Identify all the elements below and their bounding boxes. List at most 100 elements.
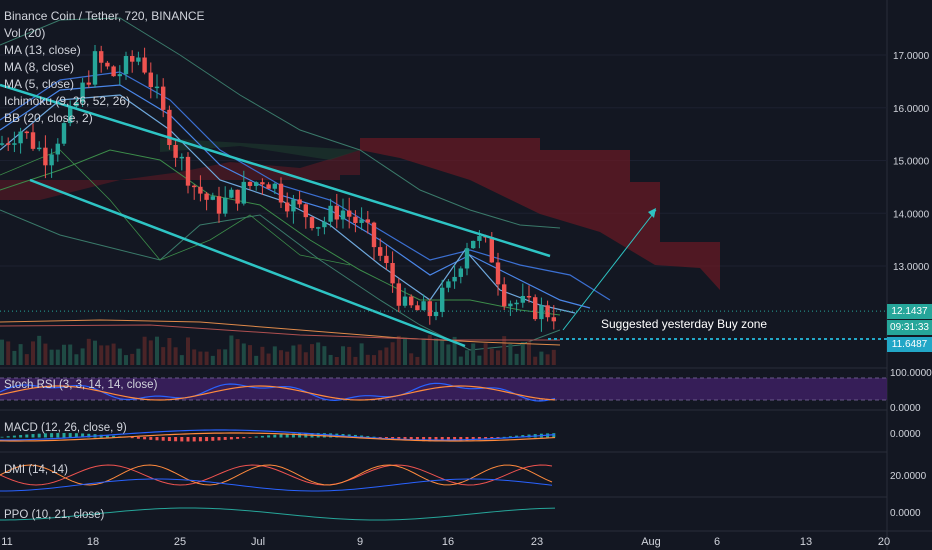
- volume-bar: [124, 355, 128, 365]
- volume-bar: [167, 337, 172, 365]
- macd-histogram-bar: [81, 433, 85, 438]
- macd-signal-line: [0, 432, 556, 442]
- candle-body: [514, 302, 519, 305]
- time-axis-label: 9: [357, 536, 363, 548]
- volume-bar: [55, 349, 60, 365]
- volume-bar: [0, 339, 4, 365]
- indicator-volume[interactable]: Vol (20): [4, 26, 46, 40]
- volume-bar: [415, 356, 420, 365]
- ppo-label[interactable]: PPO (10, 21, close): [4, 509, 105, 521]
- time-axis-label: 25: [174, 536, 186, 548]
- macd-histogram-bar: [422, 437, 426, 442]
- volume-bar: [372, 355, 376, 365]
- candle-body: [458, 268, 463, 277]
- candle-body: [526, 295, 532, 298]
- macd-histogram-bar: [62, 433, 66, 438]
- volume-bar: [403, 337, 407, 365]
- projection-arrow-line: [562, 209, 657, 331]
- dmi-minus-line: [0, 464, 553, 486]
- volume-bar: [390, 342, 395, 365]
- candle-body: [322, 221, 327, 228]
- macd-histogram-bar: [298, 433, 302, 438]
- candle-body: [378, 247, 383, 256]
- macd-histogram-bar: [12, 435, 16, 438]
- candle-body: [309, 217, 315, 229]
- volume-bar: [434, 338, 438, 365]
- candle-body: [409, 296, 414, 306]
- volume-bar: [155, 336, 159, 365]
- macd-histogram-bar: [31, 434, 35, 438]
- macd-histogram-bar: [366, 436, 370, 438]
- macd-histogram-bar: [74, 433, 78, 438]
- bb-lower-band: [0, 209, 561, 351]
- volume-bar: [322, 346, 327, 365]
- volume-bar: [502, 336, 507, 365]
- indicator-ma8[interactable]: MA (8, close): [4, 60, 75, 74]
- volume-bar: [384, 347, 389, 365]
- candle-body: [49, 154, 54, 166]
- time-axis-label: 18: [87, 536, 99, 548]
- ichimoku-cloud-green: [160, 138, 360, 160]
- candles-group: [0, 44, 556, 332]
- bb-upper-band: [0, 17, 561, 229]
- candle-body: [210, 196, 215, 200]
- volume-bar: [80, 348, 85, 365]
- volume-bar: [465, 350, 469, 365]
- candle-body: [396, 283, 401, 306]
- macd-histogram-bar: [428, 437, 432, 442]
- volume-bar: [117, 348, 122, 365]
- ppo-axis-label: 0.0000: [890, 508, 921, 519]
- buy-zone-annotation[interactable]: Suggested yesterday Buy zone: [601, 317, 768, 331]
- volume-bar: [37, 335, 42, 365]
- macd-histogram-bar: [477, 437, 481, 440]
- macd-label[interactable]: MACD (12, 26, close, 9): [4, 422, 127, 434]
- candle-body: [316, 227, 321, 229]
- candle-body: [272, 183, 277, 189]
- volume-bar: [446, 344, 451, 365]
- stoch-axis-label: 100.0000: [890, 368, 932, 379]
- volume-bar: [24, 354, 29, 365]
- volume-bar: [421, 338, 426, 365]
- volume-bar: [341, 346, 345, 365]
- ppo-line: [0, 507, 556, 521]
- stoch-rsi-label[interactable]: Stoch RSI (3, 3, 14, 14, close): [4, 379, 158, 391]
- volume-bar: [378, 350, 383, 365]
- ichimoku-cloud-left: [0, 150, 360, 200]
- macd-histogram-bar: [490, 437, 494, 439]
- macd-histogram-bar: [174, 437, 178, 442]
- indicator-ma5[interactable]: MA (5, close): [4, 77, 75, 91]
- macd-histogram-bar: [161, 437, 165, 441]
- candle-body: [384, 255, 389, 264]
- candle-body: [446, 281, 451, 288]
- volume-bar: [204, 351, 209, 365]
- volume-bar: [396, 335, 401, 365]
- volume-bar: [520, 342, 525, 365]
- indicator-ichimoku[interactable]: Ichimoku (9, 26, 52, 26): [4, 94, 131, 108]
- macd-histogram-bar: [484, 437, 488, 440]
- indicator-bollinger[interactable]: BB (20, close, 2): [4, 111, 93, 125]
- candle-body: [123, 56, 129, 75]
- volume-bar: [359, 343, 364, 365]
- candle-body: [340, 210, 346, 220]
- macd-histogram-bar: [223, 437, 227, 440]
- macd-axis-label: 0.0000: [890, 429, 921, 440]
- candle-body: [421, 301, 426, 311]
- candle-body: [30, 132, 36, 149]
- candle-body: [154, 86, 160, 89]
- macd-histogram-bar: [68, 433, 72, 438]
- candle-body: [18, 131, 23, 144]
- chart-legend: Binance Coin / Tether, 720, BINANCE Vol …: [4, 8, 205, 127]
- volume-bar: [105, 345, 110, 365]
- candle-body: [142, 57, 147, 73]
- candle-body: [0, 143, 5, 145]
- macd-histogram-bar: [446, 437, 450, 442]
- macd-histogram-bar: [378, 437, 382, 438]
- candle-body: [86, 82, 91, 85]
- volume-bar: [272, 346, 277, 365]
- countdown-tag: 09:31:33: [887, 320, 932, 335]
- symbol-title[interactable]: Binance Coin / Tether, 720, BINANCE: [4, 9, 205, 23]
- volume-bar: [217, 349, 221, 365]
- dmi-label[interactable]: DMI (14, 14): [4, 464, 68, 476]
- indicator-ma13[interactable]: MA (13, close): [4, 43, 81, 57]
